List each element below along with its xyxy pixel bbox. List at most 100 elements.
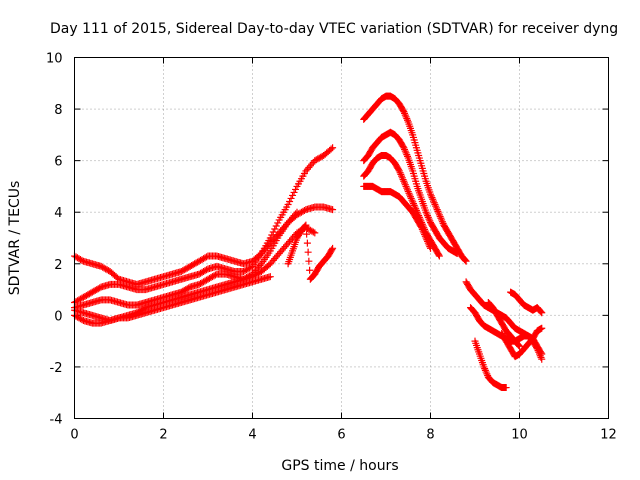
data-point bbox=[401, 145, 409, 153]
data-point bbox=[309, 228, 317, 236]
data-point bbox=[254, 263, 262, 271]
data-point bbox=[428, 194, 436, 202]
data-point bbox=[408, 196, 416, 204]
data-point bbox=[418, 225, 426, 233]
y-tick-label: 8 bbox=[54, 103, 62, 118]
data-point bbox=[76, 255, 84, 263]
data-point bbox=[203, 266, 211, 274]
data-point bbox=[294, 210, 302, 218]
data-point bbox=[400, 108, 408, 116]
data-point bbox=[407, 194, 415, 202]
data-point bbox=[303, 239, 311, 247]
data-point bbox=[87, 289, 95, 297]
data-point bbox=[306, 226, 314, 234]
data-point bbox=[194, 258, 202, 266]
data-point bbox=[180, 286, 188, 294]
data-point bbox=[401, 147, 409, 155]
data-point bbox=[402, 149, 410, 157]
data-point bbox=[401, 109, 409, 117]
series-14 bbox=[484, 298, 523, 350]
data-point bbox=[429, 197, 437, 205]
data-point bbox=[436, 213, 444, 221]
data-point bbox=[256, 262, 264, 270]
data-point bbox=[188, 262, 196, 270]
data-point bbox=[272, 222, 280, 230]
data-point bbox=[329, 144, 337, 152]
data-point bbox=[201, 254, 209, 262]
data-point bbox=[200, 255, 208, 263]
data-point bbox=[76, 315, 84, 323]
data-point bbox=[91, 286, 99, 294]
data-point bbox=[424, 237, 432, 245]
data-point bbox=[99, 263, 107, 271]
x-tick-label: 12 bbox=[600, 428, 617, 443]
data-point bbox=[399, 142, 407, 150]
data-point bbox=[179, 267, 187, 275]
data-point bbox=[400, 177, 408, 185]
data-point bbox=[191, 260, 199, 268]
data-point bbox=[75, 314, 83, 322]
data-point bbox=[97, 262, 105, 270]
data-point bbox=[75, 296, 83, 304]
x-tick-label: 10 bbox=[511, 428, 528, 443]
data-point bbox=[290, 188, 298, 196]
data-point bbox=[538, 350, 546, 358]
data-point bbox=[78, 256, 86, 264]
data-point bbox=[400, 144, 408, 152]
data-point bbox=[425, 241, 433, 249]
data-point bbox=[73, 297, 81, 305]
data-point bbox=[284, 200, 292, 208]
data-point bbox=[293, 211, 301, 219]
data-point bbox=[482, 368, 490, 376]
data-point bbox=[314, 155, 322, 163]
data-point bbox=[327, 145, 335, 153]
data-point bbox=[297, 208, 305, 216]
data-point bbox=[201, 267, 209, 275]
data-point bbox=[114, 274, 122, 282]
data-point bbox=[418, 224, 426, 232]
series-2 bbox=[71, 144, 337, 306]
data-point bbox=[195, 270, 203, 278]
data-point bbox=[189, 261, 197, 269]
data-point bbox=[401, 111, 409, 119]
series-8 bbox=[360, 128, 461, 257]
data-point bbox=[197, 280, 205, 288]
y-tick-label: 0 bbox=[54, 309, 62, 324]
data-point bbox=[398, 174, 406, 182]
data-point bbox=[306, 266, 314, 274]
data-point bbox=[308, 227, 316, 235]
data-point bbox=[329, 244, 337, 252]
data-point bbox=[266, 273, 274, 281]
data-point bbox=[435, 209, 443, 217]
data-point bbox=[435, 252, 443, 260]
data-point bbox=[93, 286, 101, 294]
x-tick-label: 8 bbox=[426, 428, 434, 443]
data-point bbox=[281, 243, 289, 251]
data-point bbox=[96, 284, 104, 292]
x-tick-label: 0 bbox=[70, 428, 78, 443]
data-point bbox=[502, 384, 510, 392]
data-point bbox=[269, 256, 277, 264]
data-point bbox=[395, 167, 403, 175]
data-point bbox=[197, 256, 205, 264]
data-point bbox=[303, 165, 311, 173]
data-point bbox=[404, 186, 412, 194]
data-point bbox=[266, 234, 274, 242]
data-point bbox=[102, 265, 110, 273]
data-point bbox=[208, 273, 216, 281]
data-point bbox=[305, 225, 313, 233]
data-point bbox=[404, 188, 412, 196]
data-point bbox=[412, 205, 420, 213]
data-point bbox=[437, 214, 445, 222]
data-point bbox=[266, 260, 274, 268]
data-point bbox=[265, 261, 273, 269]
data-point bbox=[268, 258, 276, 266]
data-point bbox=[483, 370, 491, 378]
data-point bbox=[417, 222, 425, 230]
data-point bbox=[427, 192, 435, 200]
data-point bbox=[271, 255, 279, 263]
data-point bbox=[185, 284, 193, 292]
data-point bbox=[186, 262, 194, 270]
y-tick-label: 2 bbox=[54, 258, 62, 273]
data-point bbox=[427, 190, 434, 198]
